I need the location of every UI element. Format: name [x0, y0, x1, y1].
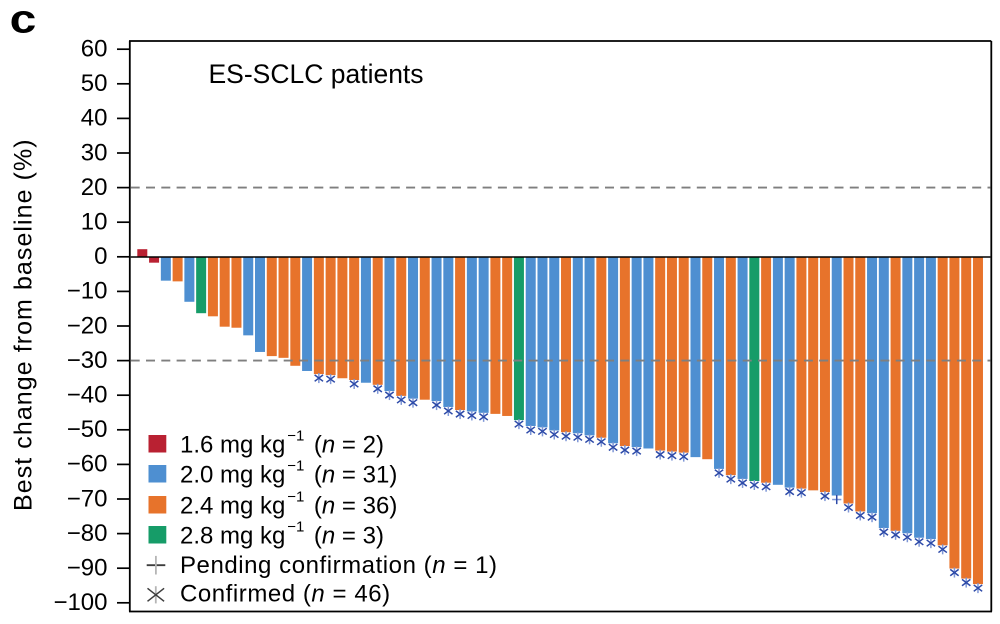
- svg-text:−80: −80: [67, 520, 108, 547]
- svg-text:−90: −90: [67, 555, 108, 582]
- svg-text:Pending confirmation (n = 1): Pending confirmation (n = 1): [180, 552, 498, 579]
- svg-text:50: 50: [81, 70, 108, 97]
- svg-text:ES-SCLC patients: ES-SCLC patients: [209, 59, 424, 89]
- svg-text:2.0 mg kg−1 (n = 31): 2.0 mg kg −1 (n = 31): [180, 458, 397, 489]
- svg-text:20: 20: [81, 174, 108, 201]
- svg-text:−100: −100: [53, 589, 107, 616]
- svg-text:−40: −40: [67, 382, 108, 409]
- svg-text:10: 10: [81, 209, 108, 236]
- svg-text:40: 40: [81, 105, 108, 132]
- svg-text:0: 0: [94, 243, 107, 270]
- svg-text:2.8 mg kg−1 (n = 3): 2.8 mg kg −1 (n = 3): [180, 519, 384, 550]
- svg-text:Confirmed (n = 46): Confirmed (n = 46): [180, 580, 391, 607]
- svg-text:−50: −50: [67, 416, 108, 443]
- svg-text:−70: −70: [67, 485, 108, 512]
- svg-text:−10: −10: [67, 278, 108, 305]
- svg-text:−30: −30: [67, 347, 108, 374]
- svg-text:−60: −60: [67, 451, 108, 478]
- svg-text:c: c: [10, 0, 37, 42]
- svg-text:−20: −20: [67, 312, 108, 339]
- svg-text:30: 30: [81, 139, 108, 166]
- svg-text:60: 60: [81, 36, 108, 63]
- svg-text:2.4 mg kg−1 (n = 36): 2.4 mg kg −1 (n = 36): [180, 489, 397, 520]
- svg-text:1.6 mg kg−1 (n = 2): 1.6 mg kg −1 (n = 2): [180, 428, 384, 459]
- svg-text:Best change from baseline (%): Best change from baseline (%): [10, 139, 38, 511]
